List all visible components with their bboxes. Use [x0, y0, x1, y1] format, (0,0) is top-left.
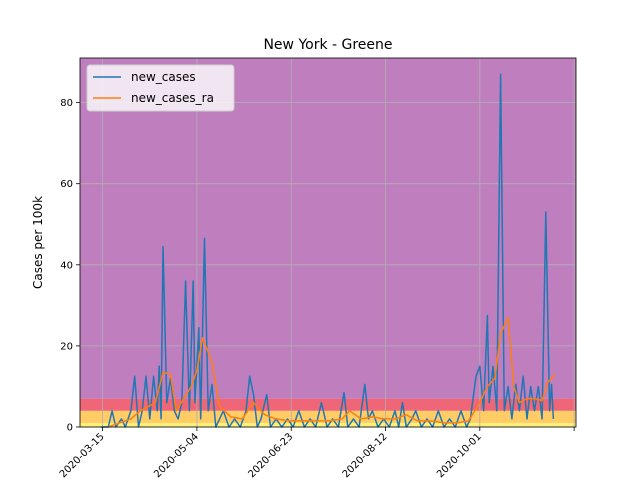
- x-tick-label: 2020-10-01: [435, 431, 484, 480]
- y-axis-label: Cases per 100k: [31, 196, 45, 289]
- series-line-new_cases: [100, 73, 555, 428]
- series-line-new_cases_ra: [108, 316, 556, 428]
- legend-box: [86, 64, 235, 112]
- y-tick-label: 20: [60, 341, 73, 352]
- y-tick-label: 0: [67, 423, 73, 434]
- legend-label-new_cases: new_cases: [131, 70, 196, 84]
- risk-band-1: [80, 410, 576, 423]
- y-tick-label: 40: [60, 260, 73, 271]
- x-tick-label: 2020-08-12: [341, 431, 390, 480]
- x-tick-label: 2020-03-15: [58, 431, 107, 480]
- chart-title: New York - Greene: [263, 37, 392, 53]
- legend: new_cases new_cases_ra: [86, 64, 235, 112]
- x-tick-label: 2020-06-23: [246, 431, 295, 480]
- series-lines: [100, 73, 556, 428]
- x-axis: 2020-03-15 2020-05-04 2020-06-23 2020-08-12…: [58, 427, 575, 480]
- x-tick-label: 2020-05-04: [152, 431, 201, 480]
- y-tick-label: 60: [60, 179, 73, 190]
- plot-frame: [79, 57, 577, 428]
- risk-band-2: [80, 398, 576, 411]
- y-tick-label: 80: [60, 98, 73, 109]
- legend-label-new_cases_ra: new_cases_ra: [131, 91, 214, 105]
- y-axis: 0 20 40 60 80: [60, 98, 80, 434]
